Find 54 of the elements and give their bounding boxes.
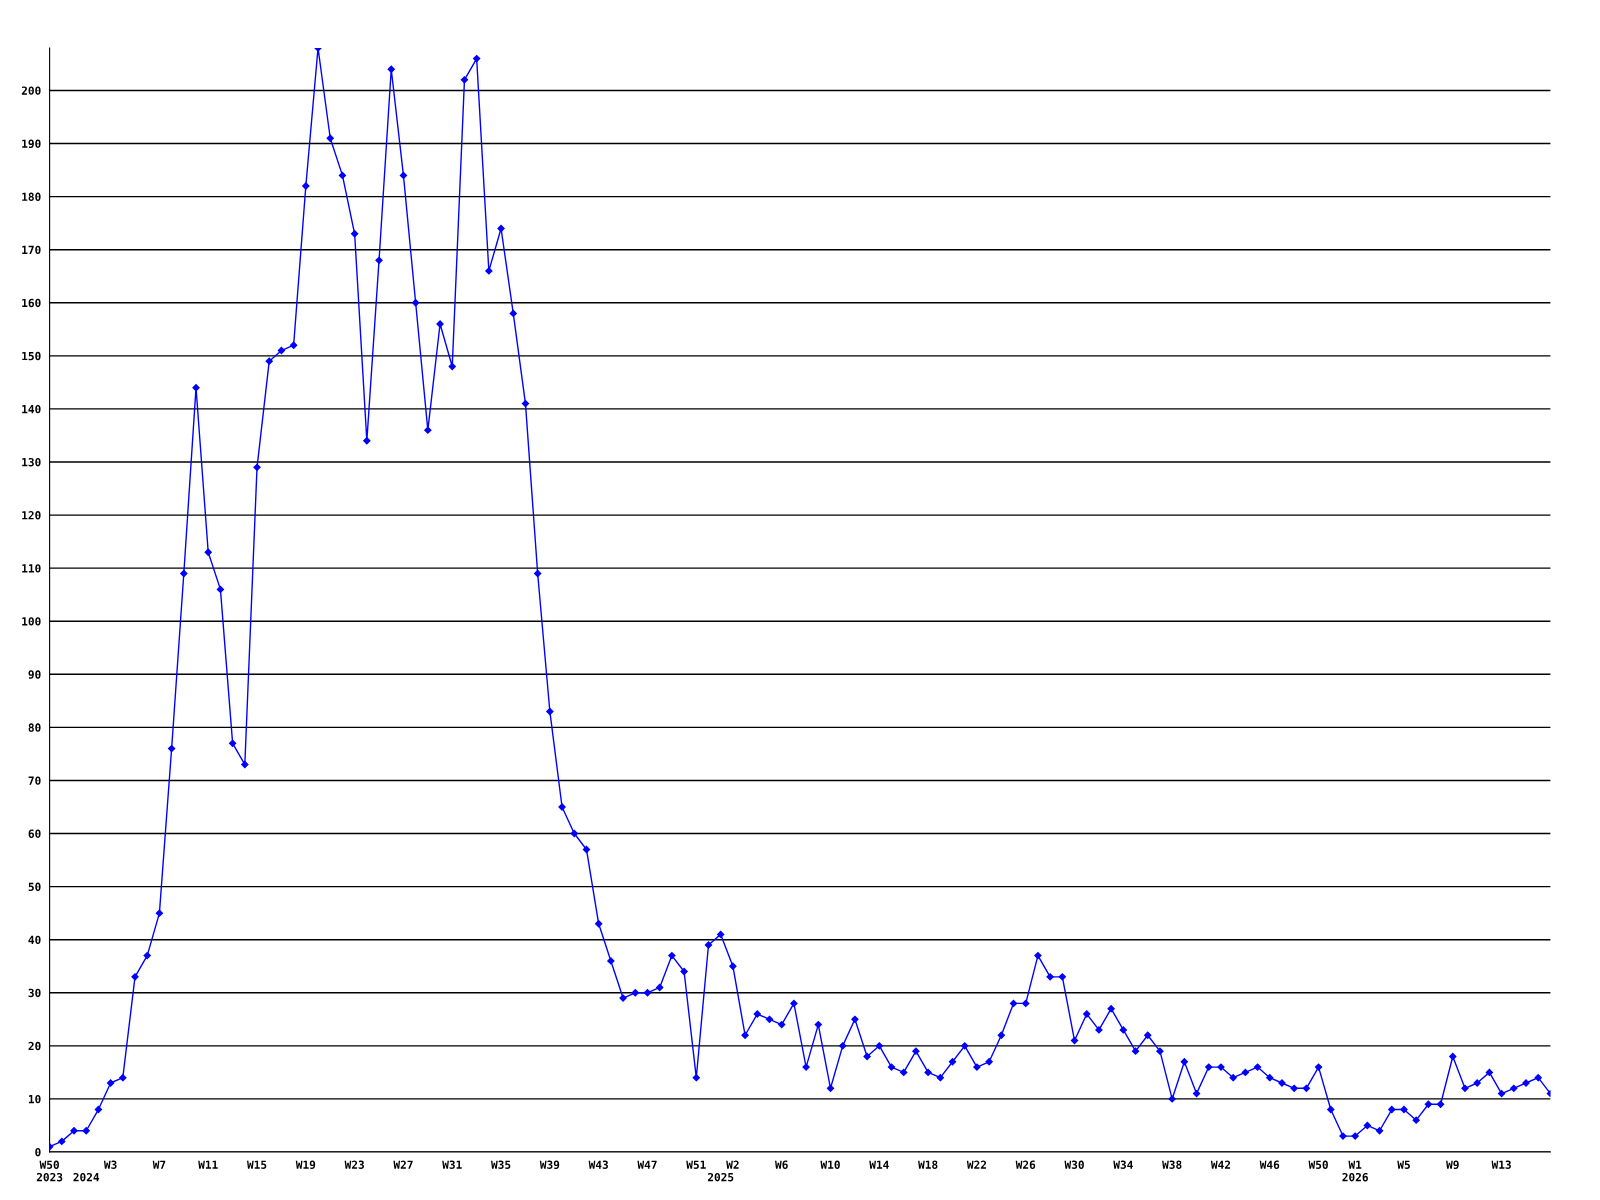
- y-tick-label: 120: [22, 511, 41, 520]
- y-tick-label: 80: [28, 723, 41, 732]
- x-tick-label: W19: [295, 1160, 316, 1169]
- x-tick-label: W26: [1015, 1160, 1036, 1169]
- x-tick-label: W27: [393, 1160, 413, 1169]
- y-tick-label: 50: [28, 882, 41, 891]
- y-tick-label: 30: [28, 988, 41, 998]
- x-tick-label: W50: [1308, 1160, 1328, 1169]
- y-tick-label: 100: [22, 617, 41, 626]
- x-tick-label: W15: [246, 1160, 267, 1169]
- x-tick-label: W3: [103, 1160, 117, 1169]
- x-tick-label: W46: [1259, 1160, 1280, 1169]
- x-tick-label: W35: [491, 1160, 511, 1169]
- x-tick-label: 2024: [73, 1172, 100, 1182]
- x-tick-label: W50 2023: [36, 1160, 63, 1182]
- x-tick-label: W13: [1491, 1160, 1511, 1169]
- y-tick-label: 130: [22, 457, 41, 467]
- x-tick-label: W38: [1162, 1160, 1182, 1169]
- x-tick-label: W5: [1397, 1160, 1410, 1169]
- x-tick-label: W1 2026: [1342, 1160, 1368, 1182]
- y-tick-label: 0: [35, 1147, 41, 1157]
- x-tick-label: 2025: [707, 1172, 734, 1182]
- y-tick-label: 150: [22, 351, 41, 361]
- x-tick-label: W11: [198, 1160, 218, 1169]
- x-tick-label: W31: [442, 1160, 462, 1169]
- y-tick-label: 70: [28, 776, 41, 785]
- y-tick-label: 40: [28, 935, 41, 945]
- y-tick-label: 160: [22, 298, 41, 308]
- x-tick-label: W34: [1113, 1160, 1133, 1169]
- y-tick-label: 10: [28, 1094, 41, 1104]
- x-tick-label: W2: [726, 1160, 739, 1169]
- x-tick-label: W14: [869, 1160, 889, 1169]
- y-tick-label: 90: [28, 670, 41, 679]
- y-tick-label: 200: [21, 86, 41, 95]
- x-tick-label: W39: [539, 1160, 560, 1169]
- y-tick-label: 190: [22, 139, 41, 148]
- y-tick-label: 180: [22, 192, 41, 201]
- x-tick-label: W18: [918, 1160, 938, 1169]
- x-tick-label: W43: [588, 1160, 608, 1169]
- x-tick-label: W30: [1064, 1160, 1084, 1169]
- y-tick-label: 140: [22, 404, 41, 414]
- y-tick-label: 110: [22, 564, 41, 573]
- x-tick-label: W42: [1210, 1160, 1231, 1169]
- x-tick-label: W10: [820, 1160, 840, 1169]
- y-tick-label: 170: [22, 245, 41, 255]
- x-tick-label: W7: [152, 1160, 166, 1169]
- x-tick-label: W9: [1446, 1160, 1459, 1169]
- x-tick-label: W23: [344, 1160, 364, 1169]
- y-tick-label: 20: [28, 1041, 41, 1051]
- x-tick-label: W47: [637, 1160, 657, 1169]
- x-tick-label: W6: [775, 1160, 788, 1169]
- y-tick-label: 60: [28, 829, 41, 838]
- x-tick-label: W51: [686, 1160, 706, 1169]
- x-tick-label: W22: [966, 1160, 987, 1169]
